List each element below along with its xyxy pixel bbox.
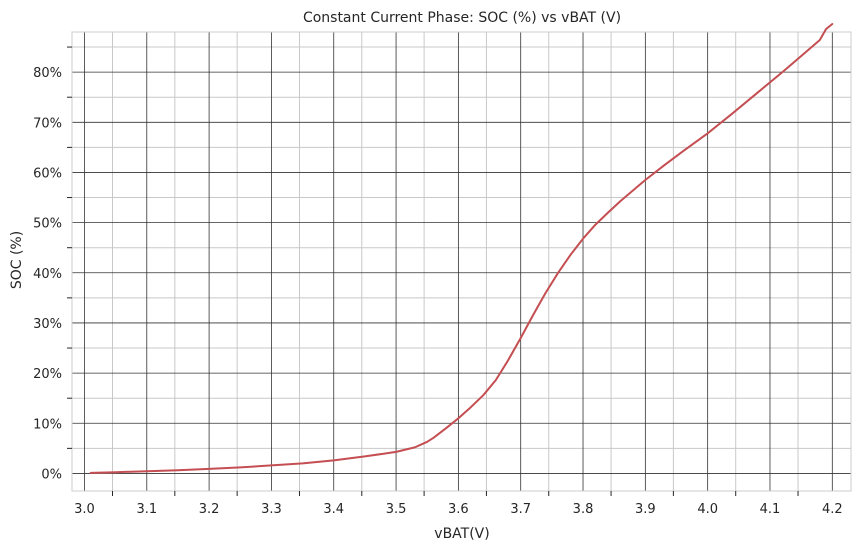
x-tick-label: 3.5 — [386, 502, 407, 517]
x-axis-label: vBAT(V) — [434, 526, 489, 542]
y-tick-label: 0% — [41, 467, 62, 482]
y-tick-label: 10% — [33, 417, 62, 432]
x-tick-label: 4.2 — [822, 502, 843, 517]
y-tick-label: 80% — [33, 66, 62, 81]
y-tick-label: 50% — [33, 217, 62, 232]
x-tick-label: 3.4 — [323, 502, 344, 517]
series-layer — [89, 23, 834, 474]
y-tick-label: 20% — [33, 367, 62, 382]
y-tick-label: 40% — [33, 267, 62, 282]
x-tick-label: 3.2 — [199, 502, 220, 517]
tick-layer: 3.0 3.1 3.2 3.3 3.4 3.5 3.6 3.7 3.8 3.9 4.0 4.1 4.2 0… — [33, 46, 843, 517]
y-tick-label: 60% — [33, 166, 62, 181]
x-tick-label: 3.3 — [261, 502, 282, 517]
series-line — [89, 23, 834, 474]
x-tick-label: 3.1 — [136, 502, 157, 517]
x-tick-label: 4.0 — [697, 502, 718, 517]
x-tick-label: 3.9 — [635, 502, 656, 517]
y-tick-label: 70% — [33, 116, 62, 131]
x-tick-label: 3.8 — [573, 502, 594, 517]
chart-title: Constant Current Phase: SOC (%) vs vBAT … — [303, 10, 621, 26]
plot-border — [71, 31, 852, 492]
grid-layer — [72, 32, 851, 491]
x-tick-label: 4.1 — [760, 502, 781, 517]
y-axis-label: SOC (%) — [9, 231, 25, 289]
x-tick-label: 3.6 — [448, 502, 469, 517]
x-tick-label: 3.7 — [510, 502, 531, 517]
y-tick-label: 30% — [33, 317, 62, 332]
x-tick-label: 3.0 — [74, 502, 95, 517]
plot-frame — [71, 31, 852, 492]
